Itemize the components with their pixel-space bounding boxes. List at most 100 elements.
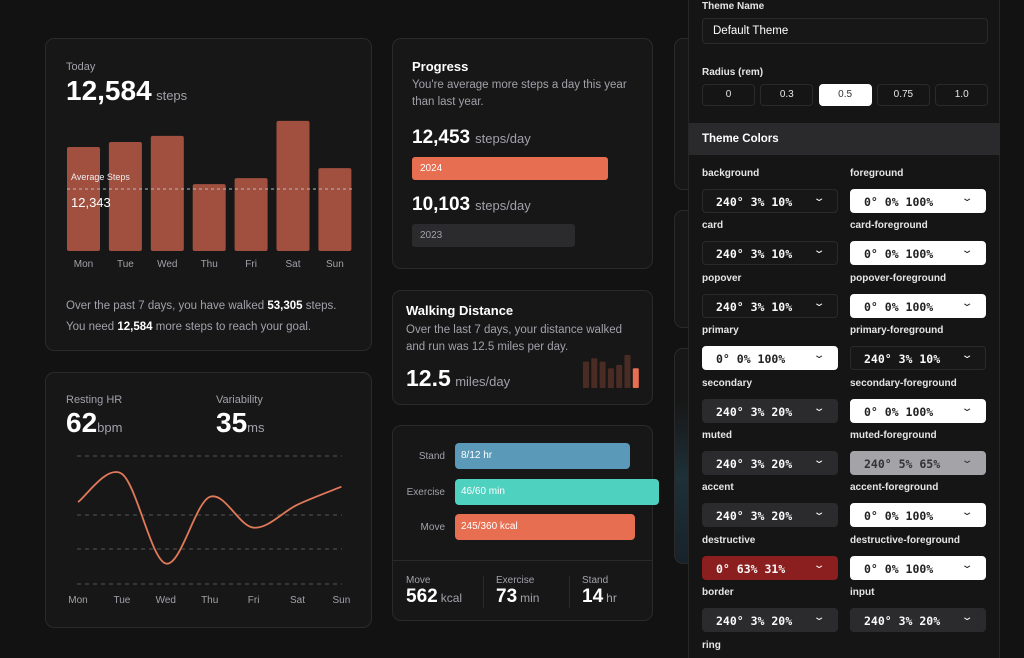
x-tick-label: Thu <box>201 595 218 606</box>
chevron-down-icon: ⌄ <box>960 559 974 571</box>
radius-option[interactable]: 0 <box>702 84 755 106</box>
color-label: secondary <box>702 377 753 389</box>
color-select[interactable]: 0° 0% 100% ⌄ <box>850 398 986 423</box>
radius-option[interactable]: 0.3 <box>760 84 814 106</box>
stat-value: 14 hr <box>582 586 617 608</box>
unit: steps/day <box>475 198 531 213</box>
mini-bar <box>607 368 614 388</box>
color-select[interactable]: 240° 3% 20% ⌄ <box>702 503 838 528</box>
bar-tue <box>108 141 142 251</box>
summary-text: Over the past 7 days, you have walked <box>66 300 268 312</box>
color-select[interactable]: 0° 63% 31% ⌄ <box>702 555 838 580</box>
radius-option[interactable]: 0.75 <box>876 84 930 106</box>
progress-card: Progress You're average more steps a day… <box>392 38 653 269</box>
color-value: 0° 0% 100% <box>864 195 934 209</box>
color-value: 240° 5% 65% <box>864 457 941 471</box>
x-tick-label: Mon <box>74 259 93 270</box>
theme-name-label: Theme Name <box>702 1 765 12</box>
color-label: accent <box>702 482 734 494</box>
color-select[interactable]: 0° 0% 100% ⌄ <box>850 503 986 528</box>
x-tick-label: Sat <box>285 259 300 270</box>
year-label: 2024 <box>420 163 443 174</box>
steps-per-day: 12,453 <box>412 127 471 148</box>
color-select[interactable]: 0° 0% 100% ⌄ <box>850 241 986 266</box>
bar-mon <box>67 146 100 251</box>
divider <box>483 576 484 608</box>
color-select[interactable]: 240° 3% 10% ⌄ <box>850 346 986 371</box>
color-select[interactable]: 240° 3% 10% ⌄ <box>702 241 838 266</box>
color-label: destructive <box>702 534 756 546</box>
activity-bar-text: 46/60 min <box>461 485 505 497</box>
color-select[interactable]: 240° 3% 10% ⌄ <box>702 293 838 318</box>
bar-fri <box>234 178 268 251</box>
color-label: foreground <box>850 168 904 179</box>
steps-unit: steps <box>156 88 188 103</box>
color-value: 240° 3% 20% <box>716 614 793 629</box>
steps-per-day: 10,103 <box>412 194 471 215</box>
total-steps: 53,305 <box>267 300 303 312</box>
variability-label: Variability <box>216 394 263 406</box>
chevron-down-icon: ⌄ <box>812 612 826 624</box>
mini-bar <box>591 358 598 388</box>
color-value: 240° 3% 20% <box>716 404 793 419</box>
color-label: input <box>850 587 875 599</box>
walking-distance-card: Walking Distance Over the last 7 days, y… <box>392 290 653 405</box>
color-label: card-foreground <box>850 220 928 232</box>
x-tick-label: Fri <box>248 595 260 606</box>
color-value: 240° 3% 10% <box>716 247 793 262</box>
color-value: 0° 0% 100% <box>864 247 934 262</box>
color-select[interactable]: 240° 3% 20% ⌄ <box>702 451 838 475</box>
miles-unit: miles/day <box>455 374 511 389</box>
hr-line <box>77 471 342 565</box>
color-label: accent-foreground <box>850 482 939 494</box>
color-select[interactable]: 240° 3% 10% ⌄ <box>702 189 838 213</box>
stat-number: 562 <box>406 586 438 607</box>
summary-text: You need <box>66 321 118 333</box>
x-tick-label: Wed <box>156 595 176 606</box>
chevron-down-icon: ⌄ <box>812 297 826 309</box>
summary-text: steps. <box>302 300 337 312</box>
x-tick-label: Thu <box>201 259 218 270</box>
steps-summary: Over the past 7 days, you have walked 53… <box>66 296 336 338</box>
theme-colors-title: Theme Colors <box>702 133 779 145</box>
mini-bar <box>624 355 631 388</box>
color-select[interactable]: 240° 3% 20% ⌄ <box>850 608 986 633</box>
color-select[interactable]: 0° 0% 100% ⌄ <box>702 346 838 371</box>
theme-panel: Theme Name Radius (rem) 00.30.50.751.0 T… <box>688 0 1000 658</box>
color-select[interactable]: 0° 0% 100% ⌄ <box>850 293 986 318</box>
color-value: 240° 3% 20% <box>716 457 793 471</box>
color-label: background <box>702 168 760 179</box>
average-value: 12,343 <box>71 195 111 210</box>
activity-bar: 245/360 kcal <box>455 514 635 540</box>
variability-unit: ms <box>247 420 265 435</box>
theme-name-input[interactable] <box>702 18 988 44</box>
activity-bar: 46/60 min <box>455 478 659 505</box>
color-select[interactable]: 0° 0% 100% ⌄ <box>850 189 986 213</box>
color-select[interactable]: 240° 5% 65% ⌄ <box>850 451 986 475</box>
progress-title: Progress <box>412 59 469 74</box>
stat-unit: kcal <box>440 591 463 605</box>
x-tick-label: Sun <box>326 259 344 270</box>
mini-bar <box>583 361 589 388</box>
activity-label: Stand <box>418 451 445 462</box>
stat-unit: hr <box>606 591 617 605</box>
stat-label: Stand <box>582 575 609 586</box>
radius-option[interactable]: 1.0 <box>935 84 989 106</box>
chevron-down-icon: ⌄ <box>812 350 826 362</box>
radius-option[interactable]: 0.5 <box>818 84 872 106</box>
stat-unit: min <box>520 591 540 605</box>
color-value: 240° 3% 20% <box>716 509 793 524</box>
color-label: popover-foreground <box>850 272 947 284</box>
chevron-down-icon: ⌄ <box>812 193 826 204</box>
color-select[interactable]: 240° 3% 20% ⌄ <box>702 398 838 423</box>
color-select[interactable]: 0° 0% 100% ⌄ <box>850 555 986 580</box>
color-label: card <box>702 220 724 232</box>
stat-label: Move <box>406 575 431 586</box>
today-steps: 12,584 steps <box>66 75 187 107</box>
color-value: 240° 3% 10% <box>716 299 793 314</box>
color-label: destructive-foreground <box>850 534 961 546</box>
x-tick-label: Wed <box>157 259 177 270</box>
heart-rate-card: Resting HR 62bpm Variability 35ms Mon Tue… <box>45 372 372 628</box>
color-select[interactable]: 240° 3% 20% ⌄ <box>702 608 838 633</box>
color-value: 0° 0% 100% <box>864 561 934 576</box>
